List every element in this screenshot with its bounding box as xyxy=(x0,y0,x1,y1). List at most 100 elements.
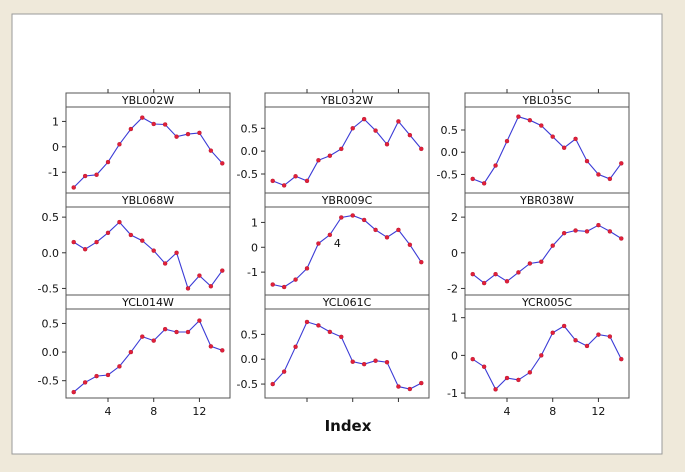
data-point xyxy=(105,159,111,165)
data-point xyxy=(140,334,145,339)
data-point xyxy=(539,259,544,264)
data-point xyxy=(396,119,401,124)
series-line xyxy=(472,325,622,391)
y-tick-label: -1 xyxy=(447,387,458,400)
panel-title: YCR005C xyxy=(521,296,572,309)
data-point xyxy=(281,369,287,374)
data-point xyxy=(185,131,191,137)
data-point xyxy=(607,334,613,339)
y-tick-label: 0.0 xyxy=(441,146,459,159)
panel-title: YBL032W xyxy=(320,94,373,107)
data-point xyxy=(561,230,567,236)
data-point xyxy=(470,176,475,182)
data-point xyxy=(327,329,333,335)
panel-frame xyxy=(65,206,231,296)
data-point xyxy=(197,130,202,136)
data-point xyxy=(327,153,333,158)
y-tick-label: -0.5 xyxy=(38,375,59,388)
panel-strip xyxy=(65,192,231,208)
data-point xyxy=(94,239,99,245)
data-point xyxy=(396,227,401,233)
data-point xyxy=(82,380,88,385)
y-tick-label: -0.5 xyxy=(237,378,258,391)
panel-strip xyxy=(65,92,231,108)
point-annotation: 4 xyxy=(334,237,341,250)
data-point xyxy=(293,344,298,349)
data-point xyxy=(584,343,590,349)
data-point xyxy=(493,163,498,168)
y-tick-label: 0.5 xyxy=(42,317,60,330)
data-point xyxy=(117,219,122,225)
series-line xyxy=(472,224,622,284)
panel-ybr009c: YBR009C -1 0 1 4 xyxy=(247,192,430,296)
data-point xyxy=(316,241,321,246)
data-point xyxy=(596,172,601,177)
panel-frame xyxy=(65,308,231,399)
data-point xyxy=(117,364,122,369)
panel-strip xyxy=(264,92,430,108)
data-point xyxy=(470,271,475,277)
panel-strip xyxy=(264,294,430,310)
data-point xyxy=(339,146,344,152)
y-tick-label: -2 xyxy=(447,282,458,295)
data-point xyxy=(550,243,555,248)
panel-title: YBL068W xyxy=(121,194,174,207)
data-point xyxy=(82,173,88,179)
panel-ycr005c: YCR005C -1 0 1 4 8 12 xyxy=(447,294,630,418)
panel-ybl068w: YBL068W -0.5 0.0 0.5 xyxy=(38,192,231,296)
y-tick-label: -1 xyxy=(247,266,258,279)
panel-strip xyxy=(464,92,630,108)
data-point xyxy=(619,356,624,362)
panel-ybl002w: YBL002W -1 0 1 xyxy=(48,89,231,194)
data-point xyxy=(350,126,355,131)
data-point xyxy=(596,222,601,228)
data-point xyxy=(316,323,321,328)
data-point xyxy=(293,174,298,179)
data-point xyxy=(208,344,214,349)
data-point xyxy=(504,375,510,381)
data-point xyxy=(527,370,533,375)
y-tick-label: 1 xyxy=(251,216,258,229)
data-point xyxy=(162,122,168,127)
panel-ycl061c: YCL061C -0.5 0.0 0.5 xyxy=(237,294,430,402)
data-point xyxy=(94,172,99,177)
data-point xyxy=(373,358,378,363)
data-point xyxy=(516,377,521,383)
panel-title: YBR009C xyxy=(321,194,373,207)
y-tick-label: 0 xyxy=(52,141,59,154)
y-tick-label: 1 xyxy=(451,312,458,325)
data-point xyxy=(316,158,321,163)
data-point xyxy=(304,319,310,325)
panel-title: YBR038W xyxy=(519,194,574,207)
data-point xyxy=(527,118,533,123)
data-point xyxy=(185,286,191,291)
y-tick-label: -0.5 xyxy=(38,282,59,295)
x-axis-title: Index xyxy=(325,417,372,435)
data-point xyxy=(384,235,390,240)
data-point xyxy=(174,329,179,335)
data-point xyxy=(208,284,214,289)
x-tick-label: 4 xyxy=(504,405,511,418)
series-line xyxy=(272,321,422,390)
data-point xyxy=(419,146,424,152)
data-point xyxy=(470,356,475,362)
data-point xyxy=(185,329,191,335)
data-point xyxy=(128,349,134,355)
y-tick-label: 0.5 xyxy=(241,328,259,341)
data-point xyxy=(220,348,225,353)
data-point xyxy=(270,178,275,184)
y-tick-label: 1 xyxy=(52,115,59,128)
data-point xyxy=(174,250,179,255)
data-point xyxy=(384,142,390,147)
data-point xyxy=(407,242,413,247)
data-point xyxy=(481,280,487,286)
data-point xyxy=(71,185,76,190)
data-point xyxy=(281,284,287,290)
y-tick-label: 0.5 xyxy=(42,211,60,224)
panel-title: YCL014W xyxy=(121,296,174,309)
data-point xyxy=(361,116,367,122)
data-point xyxy=(539,123,544,128)
data-point xyxy=(396,384,401,389)
series-line xyxy=(272,214,422,288)
